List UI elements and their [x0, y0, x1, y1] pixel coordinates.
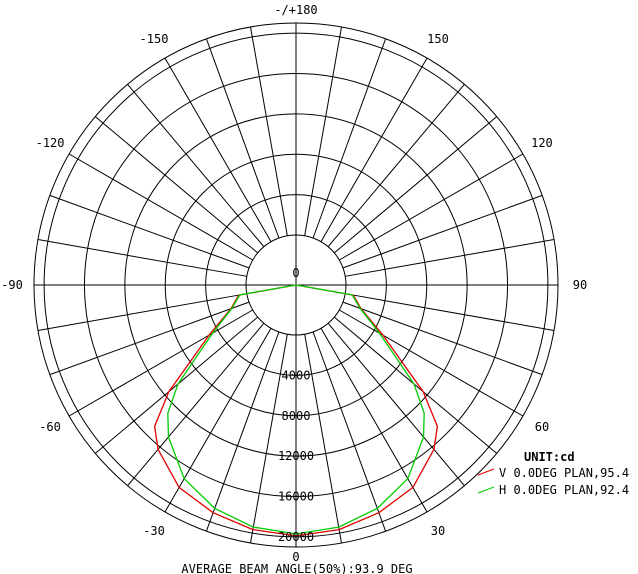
angle-label-1: -150 [140, 32, 169, 46]
angle-label-6: 60 [535, 420, 549, 434]
radial-tick-label-3: 12000 [278, 449, 314, 463]
spoke-310 [94, 316, 259, 454]
beam-angle-footer: AVERAGE BEAM ANGLE(50%):93.9 DEG [181, 562, 412, 574]
spoke-240 [68, 153, 253, 261]
angle-label-9: -30 [143, 524, 165, 538]
legend-unit: UNIT:cd [524, 450, 575, 464]
spoke-100 [345, 239, 555, 277]
spoke-330 [164, 328, 272, 513]
spoke-150 [320, 57, 428, 242]
legend-label-h: H 0.0DEG PLAN,92.4 [499, 483, 629, 497]
angle-label-2: 120 [531, 136, 553, 150]
radial-tick-label-0: 0 [292, 266, 299, 280]
angle-label-bottom-zero: 0 [292, 550, 299, 564]
spoke-170 [304, 26, 342, 236]
spoke-40 [327, 322, 465, 487]
spoke-70 [342, 301, 543, 376]
spoke-130 [333, 116, 498, 254]
radial-tick-label-5: 20000 [278, 530, 314, 544]
spoke-20 [312, 331, 387, 532]
angle-label-5: -90 [1, 278, 23, 292]
spoke-280 [37, 293, 247, 331]
spoke-50 [333, 316, 498, 454]
legend-label-v: V 0.0DEG PLAN,95.4 [499, 466, 629, 480]
angle-label-0: 150 [427, 32, 449, 46]
spoke-140 [327, 83, 465, 248]
spoke-110 [342, 194, 543, 269]
spoke-350 [250, 334, 288, 544]
radial-tick-labels: 0 4000 8000 12000 16000 20000 [278, 266, 314, 544]
spoke-220 [127, 83, 265, 248]
spoke-250 [49, 194, 250, 269]
spoke-260 [37, 239, 247, 277]
series-layer [153, 284, 439, 537]
angle-label-3: -120 [36, 136, 65, 150]
spoke-320 [127, 322, 265, 487]
top-angle-label: -/+180 [274, 3, 317, 17]
spoke-10 [304, 334, 342, 544]
angle-label-4: 90 [573, 278, 587, 292]
angle-labels: 150 -150 120 -120 90 -90 60 -60 30 -30 0 [1, 32, 587, 564]
spoke-210 [164, 57, 272, 242]
legend-swatch-h [477, 486, 495, 494]
series-curve-1 [167, 284, 425, 535]
spoke-230 [94, 116, 259, 254]
radial-tick-label-1: 4000 [282, 368, 311, 382]
legend-swatch-v [477, 468, 495, 476]
spoke-160 [312, 38, 387, 239]
spoke-200 [205, 38, 280, 239]
spoke-290 [49, 301, 250, 376]
spoke-120 [339, 153, 524, 261]
spoke-190 [250, 26, 288, 236]
angle-label-8: 30 [431, 524, 445, 538]
legend: UNIT:cd V 0.0DEG PLAN,95.4 H 0.0DEG PLAN… [477, 450, 629, 497]
spoke-60 [339, 309, 524, 417]
angle-label-7: -60 [39, 420, 61, 434]
spoke-80 [345, 293, 555, 331]
spoke-30 [320, 328, 428, 513]
radial-tick-label-2: 8000 [282, 409, 311, 423]
radial-tick-label-4: 16000 [278, 490, 314, 504]
spoke-300 [68, 309, 253, 417]
spoke-340 [205, 331, 280, 532]
